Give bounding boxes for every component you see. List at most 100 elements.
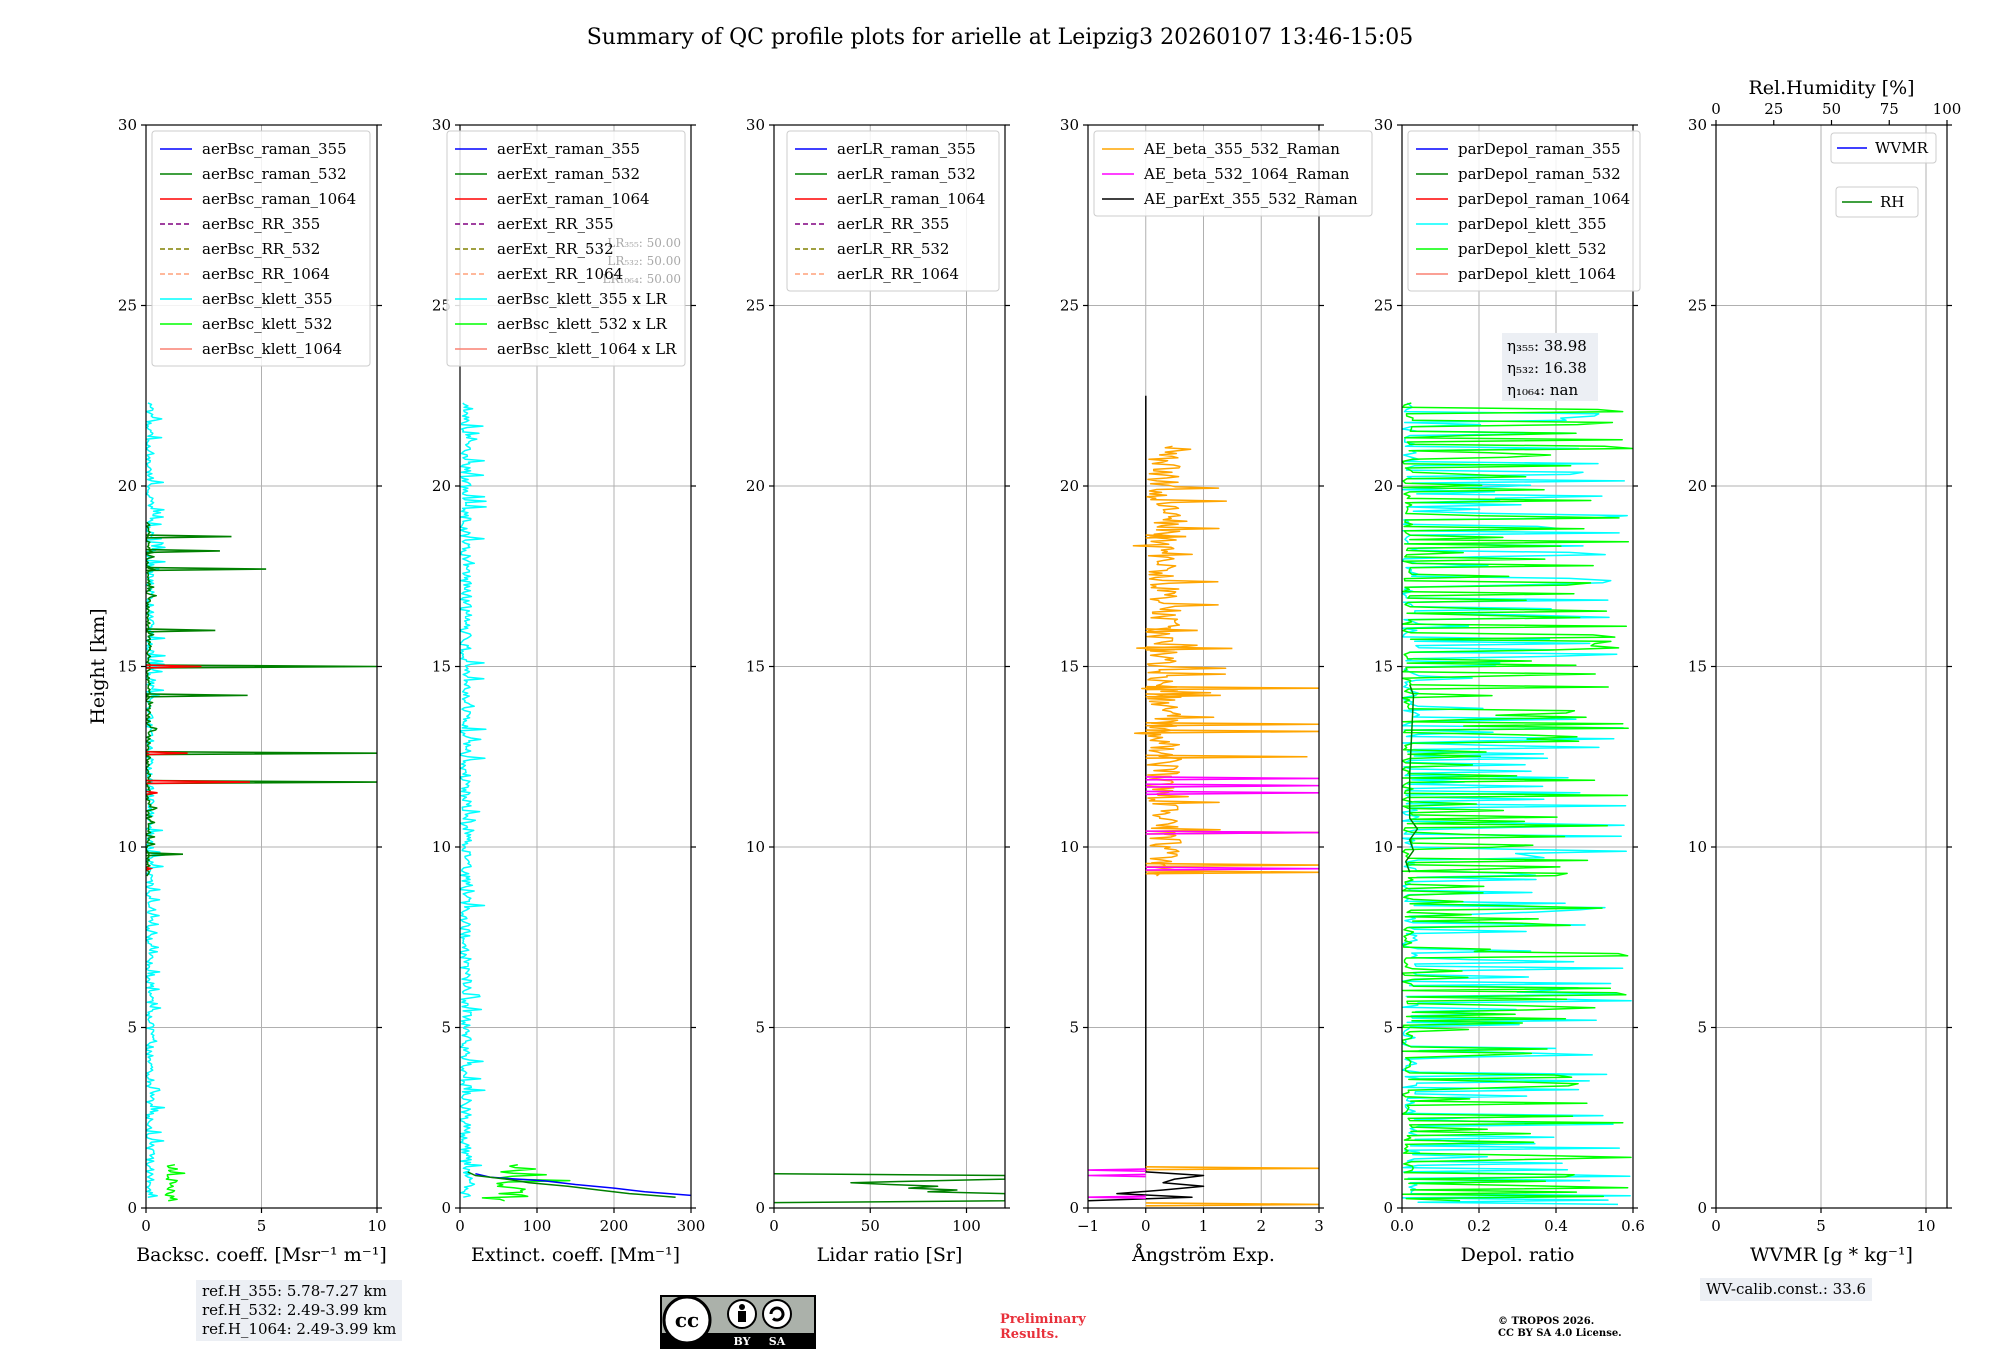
panel-depol: 0 5 10 15 20 25 30 0.0 0.2 0.4 0.6 Depol. ratio parD…	[1374, 116, 1645, 1266]
share-alike-icon	[762, 1299, 792, 1329]
x-axis-label: Ångström Exp.	[1131, 1244, 1275, 1266]
cc-by-sa-license-logo: cc BY SA	[660, 1295, 816, 1349]
series-aerbsc-raman-532-spike	[146, 628, 216, 633]
series-aerext-raman-532	[467, 1171, 676, 1198]
series-ae-beta-532-1064-raman-spike	[1145, 790, 1319, 796]
series-ae-beta-355-532-raman-spike	[1145, 646, 1233, 651]
ref-height-355: ref.H_355: 5.78-7.27 km	[202, 1282, 387, 1300]
series-group	[1402, 402, 1633, 1206]
legend-label: aerLR_raman_1064	[837, 190, 985, 208]
legend-label: aerLR_raman_532	[837, 165, 976, 183]
y-tick-label: 0	[1069, 1199, 1079, 1217]
legend-label: aerBsc_klett_532 x LR	[497, 315, 668, 333]
y-tick-label: 15	[432, 658, 451, 676]
legend-label: AE_beta_532_1064_Raman	[1143, 165, 1350, 183]
x-tick-label: 0.4	[1544, 1217, 1568, 1235]
top-x-tick-label: 75	[1880, 100, 1899, 118]
series-aerbsc-raman-1064-spike	[146, 779, 250, 785]
legend-label: aerExt_RR_1064	[497, 265, 623, 283]
y-tick-label: 15	[118, 658, 137, 676]
legend-box	[786, 130, 1000, 292]
legend-label: aerBsc_raman_1064	[202, 190, 356, 208]
series-ae-beta-532-1064-raman-spike	[1145, 866, 1319, 871]
legend-label: aerBsc_raman_355	[202, 140, 347, 158]
x-tick-label: 0.0	[1390, 1217, 1414, 1235]
x-tick-label: 300	[677, 1217, 706, 1235]
x-tick-label: 10	[367, 1217, 386, 1235]
x-tick-label: 0	[141, 1217, 151, 1235]
y-tick-label: 20	[746, 477, 765, 495]
legend-label: aerExt_raman_355	[497, 140, 640, 158]
eta-label: η₃₅₅: 38.98	[1507, 337, 1587, 355]
ref-height-532: ref.H_532: 2.49-3.99 km	[202, 1301, 387, 1319]
y-tick-label: 25	[1688, 297, 1707, 315]
eta-box	[1502, 333, 1598, 401]
legend-label: aerLR_RR_1064	[837, 265, 959, 283]
y-tick-label: 30	[432, 116, 451, 134]
x-axis-label: WVMR [g * kg⁻¹]	[1750, 1244, 1913, 1266]
legend-box	[1830, 132, 1937, 164]
y-tick-label: 0	[755, 1199, 765, 1217]
series-aerbsc-raman-1064-spike	[146, 866, 154, 871]
legend-label: aerBsc_RR_355	[202, 215, 320, 233]
series-ae-beta-532-1064-raman-spike	[1145, 783, 1319, 788]
y-tick-label: 20	[432, 477, 451, 495]
panel-lr: 0 5 10 15 20 25 30 0 50 100 Lidar ratio [Sr] aerLR_…	[746, 116, 1010, 1266]
series-ae-beta-355-532-raman-spike	[1145, 1202, 1319, 1207]
attribution-icon-head	[739, 1304, 745, 1310]
top-x-tick-label: 100	[1933, 100, 1962, 118]
y-tick-label: 10	[746, 838, 765, 856]
wv-calibration-box: WV-calib.const.: 33.6	[1700, 1278, 1873, 1301]
y-tick-label: 15	[1374, 658, 1393, 676]
top-x-axis-label: Rel.Humidity [%]	[1748, 77, 1914, 99]
legend-label: aerExt_raman_532	[497, 165, 640, 183]
cc-icon-label: cc	[675, 1308, 699, 1332]
x-tick-label: 100	[523, 1217, 552, 1235]
top-x-tick-label: 50	[1822, 100, 1841, 118]
panel-bsc: 0 5 10 15 20 25 30 0 5 10 Backsc. coeff. [Msr⁻¹ m⁻…	[87, 116, 387, 1266]
preliminary-line-1: Preliminary	[1000, 1312, 1086, 1327]
series-ae-beta-355-532-raman-spike	[1145, 693, 1221, 698]
legend-box	[446, 130, 686, 367]
series-ae-beta-532-1064-raman-spike	[1145, 830, 1319, 835]
y-tick-label: 5	[1383, 1019, 1393, 1037]
series-aerbsc-klett-532	[164, 1163, 186, 1202]
legend-label: parDepol_raman_355	[1458, 140, 1621, 158]
series-ae-beta-355-532-raman-spike	[1145, 534, 1187, 539]
legend-label: WVMR	[1875, 139, 1929, 157]
legend-label: aerLR_RR_355	[837, 215, 949, 233]
series-aerbsc-raman-532-spike	[146, 548, 220, 554]
license-sa-label: SA	[769, 1335, 786, 1348]
series-ae-beta-355-532-raman-spike	[1145, 722, 1319, 727]
series-ae-beta-355-532-raman-spike	[1145, 729, 1319, 734]
x-axis-label: Extinct. coeff. [Mm⁻¹]	[471, 1244, 680, 1266]
legend-label: aerLR_RR_532	[837, 240, 949, 258]
legend-label: aerLR_raman_355	[837, 140, 976, 158]
legend-label: aerExt_raman_1064	[497, 190, 650, 208]
series-ae-beta-355-532-raman-spike	[1145, 628, 1198, 633]
legend-label: aerBsc_raman_532	[202, 165, 347, 183]
y-tick-label: 30	[1060, 116, 1079, 134]
legend-label: parDepol_klett_355	[1458, 215, 1607, 233]
series-pardepol-klett-355	[1402, 402, 1632, 1206]
y-tick-label: 10	[118, 838, 137, 856]
series-group	[460, 402, 691, 1202]
x-tick-label: 3	[1314, 1217, 1324, 1235]
y-tick-label: 10	[1688, 838, 1707, 856]
y-tick-label: 15	[746, 658, 765, 676]
cc-icon	[662, 1295, 712, 1345]
y-axis-label: Height [km]	[87, 608, 109, 724]
y-tick-label: 5	[755, 1019, 765, 1037]
y-tick-label: 0	[127, 1199, 137, 1217]
y-tick-label: 20	[1374, 477, 1393, 495]
top-x-tick-label: 25	[1764, 100, 1783, 118]
y-tick-label: 15	[1688, 658, 1707, 676]
series-ae-beta-532-1064-raman-spike	[1145, 776, 1319, 781]
legend-label: parDepol_klett_532	[1458, 240, 1607, 258]
top-x-tick-label: 0	[1711, 100, 1721, 118]
legend-box	[1093, 130, 1373, 217]
y-tick-label: 30	[118, 116, 137, 134]
